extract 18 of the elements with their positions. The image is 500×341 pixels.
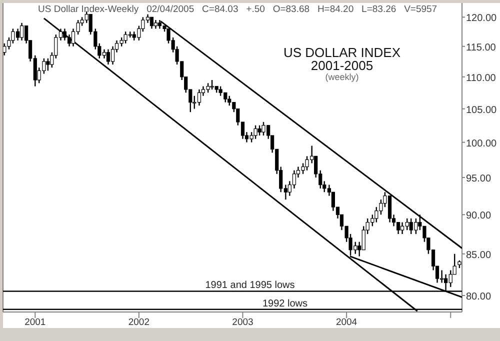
y-tick-label: 80.00 (466, 292, 492, 302)
y-tick-label: 120.00 (466, 13, 498, 24)
y-tick-label: 115.00 (466, 42, 496, 54)
x-tick-label: 2004 (336, 317, 358, 328)
annotation: US Dollar Index-Weekly 02/04/2005 C=84.03 +.50 O=83.68 H=84.20 L=83.26 V=5957 (38, 4, 438, 15)
y-tick-label: 90.00 (466, 210, 492, 222)
x-tick-label: 2002 (128, 317, 150, 328)
x-tick-label: 2001 (24, 317, 46, 328)
y-tick-label: 105.00 (466, 104, 498, 116)
y-tick-label: 110.00 (466, 72, 496, 84)
x-tick-label: 2003 (232, 317, 254, 328)
ref-line-label: 1991 and 1995 lows (205, 280, 295, 292)
text: (weekly) (325, 72, 359, 82)
y-tick-label: 100.00 (466, 138, 498, 150)
ref-line-label: 1992 lows (262, 298, 308, 310)
y-tick-label: 95.00 (466, 174, 492, 185)
text: US DOLLAR INDEX 2001-2005 (283, 45, 401, 73)
y-tick-label: 85.00 (466, 250, 492, 261)
